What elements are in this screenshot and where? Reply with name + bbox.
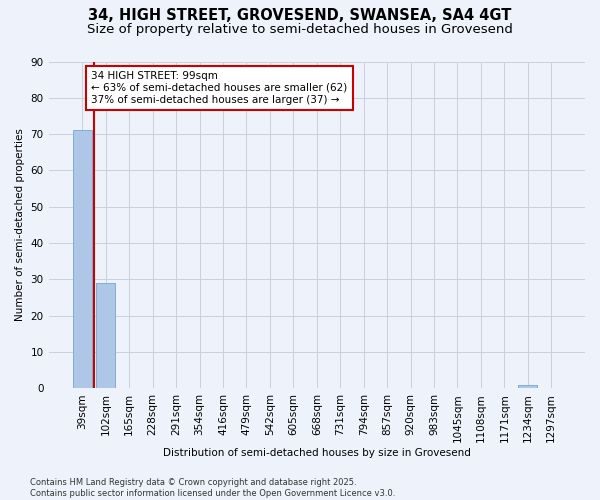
Bar [97, 283, 115, 389]
Text: Size of property relative to semi-detached houses in Grovesend: Size of property relative to semi-detach… [87, 22, 513, 36]
Bar [73, 130, 92, 388]
Y-axis label: Number of semi-detached properties: Number of semi-detached properties [15, 128, 25, 322]
Text: 34 HIGH STREET: 99sqm
← 63% of semi-detached houses are smaller (62)
37% of semi: 34 HIGH STREET: 99sqm ← 63% of semi-deta… [91, 72, 348, 104]
Bar [518, 384, 537, 388]
Text: Contains HM Land Registry data © Crown copyright and database right 2025.
Contai: Contains HM Land Registry data © Crown c… [30, 478, 395, 498]
X-axis label: Distribution of semi-detached houses by size in Grovesend: Distribution of semi-detached houses by … [163, 448, 471, 458]
Text: 34, HIGH STREET, GROVESEND, SWANSEA, SA4 4GT: 34, HIGH STREET, GROVESEND, SWANSEA, SA4… [88, 8, 512, 22]
